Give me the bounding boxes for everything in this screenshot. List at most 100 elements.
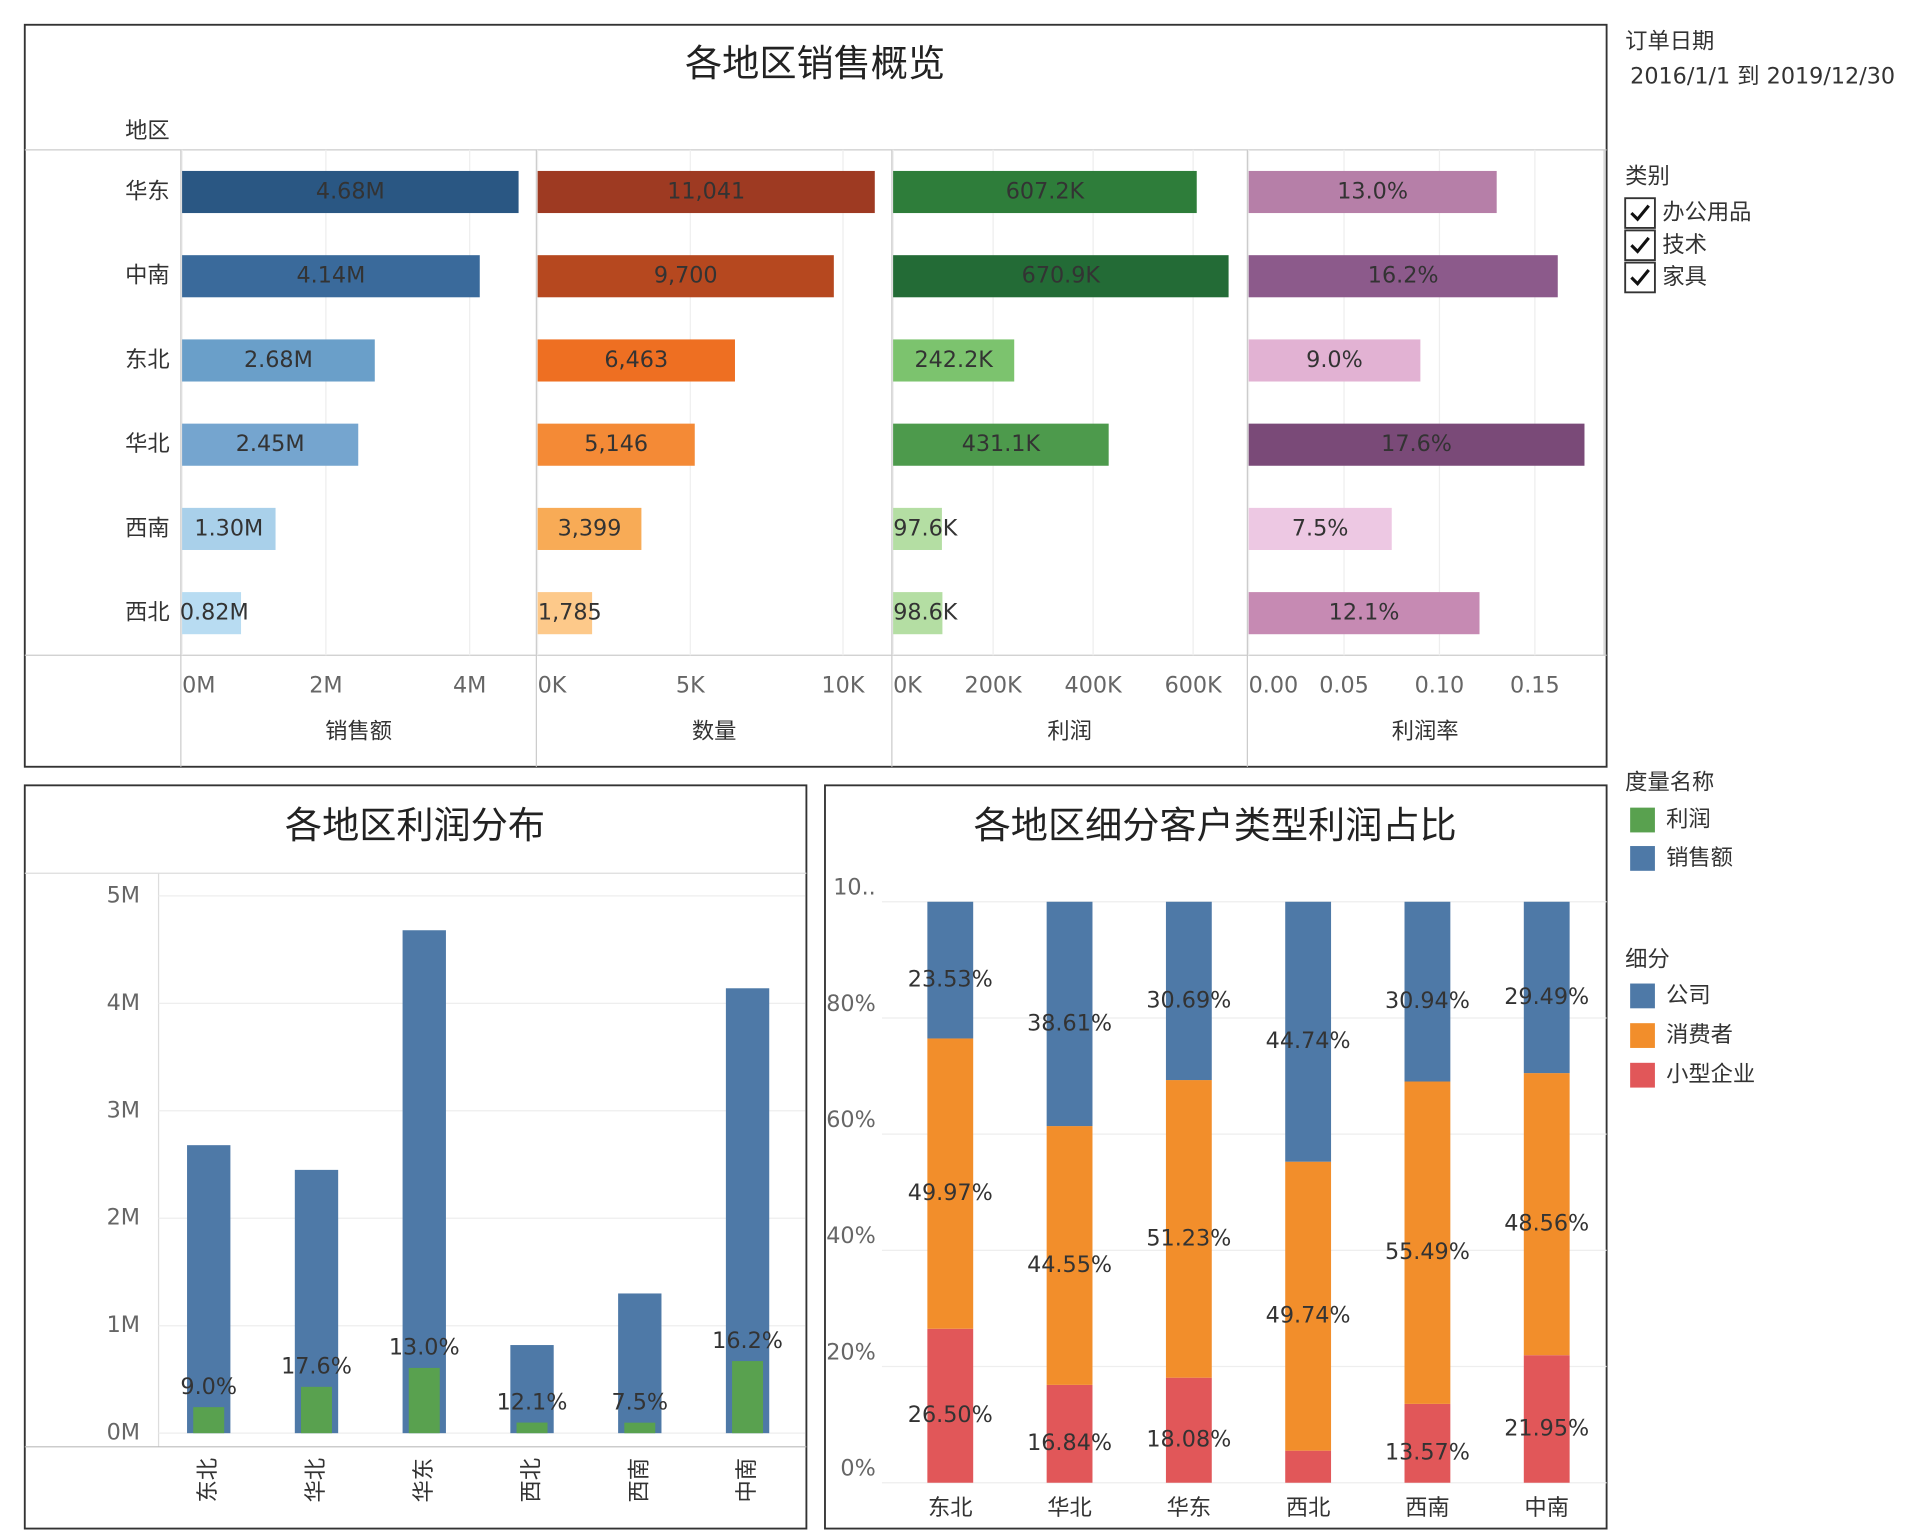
chart-frame <box>824 784 1608 1530</box>
value-label: 7.5% <box>1292 515 1349 541</box>
checkbox[interactable] <box>1624 229 1656 262</box>
row-label: 西北 <box>125 600 170 626</box>
value-label: 13.57% <box>1385 1440 1470 1466</box>
bar-segment <box>1404 1403 1451 1483</box>
x-tick-label: 0.10 <box>1415 673 1465 699</box>
value-label: 18.08% <box>1146 1427 1231 1453</box>
value-label: 16.2% <box>1368 263 1439 289</box>
x-tick-label: 中南 <box>734 1458 760 1503</box>
legend-label: 小型企业 <box>1666 1062 1755 1088</box>
checkbox[interactable] <box>1624 197 1656 229</box>
value-label: 6,463 <box>604 347 668 373</box>
value-label: 3,399 <box>558 515 622 541</box>
x-tick-label: 东北 <box>928 1495 973 1521</box>
x-tick-label: 200K <box>965 673 1024 699</box>
bar <box>893 423 1109 466</box>
checkbox-label[interactable]: 技术 <box>1662 232 1707 258</box>
bar <box>301 1386 332 1434</box>
legend-label: 消费者 <box>1666 1022 1733 1048</box>
bar-segment <box>1523 1073 1570 1356</box>
x-tick-label: 0.05 <box>1319 673 1369 699</box>
y-tick-label: 4M <box>107 990 140 1016</box>
value-label: 0.82M <box>180 600 249 626</box>
bar <box>187 1145 231 1434</box>
bar <box>510 1345 554 1434</box>
value-label: 30.94% <box>1385 988 1470 1014</box>
bar <box>893 339 1015 382</box>
bar <box>537 423 695 466</box>
value-label: 51.23% <box>1146 1225 1231 1251</box>
bar <box>1248 170 1497 214</box>
bar-segment <box>1046 1384 1093 1483</box>
x-tick-label: 东北 <box>195 1458 221 1503</box>
row-label: 华北 <box>125 431 170 457</box>
bar-segment <box>927 901 974 1039</box>
x-tick-label: 西南 <box>626 1458 652 1503</box>
bar-annotation: 12.1% <box>497 1389 568 1415</box>
value-label: 2.68M <box>244 347 313 373</box>
value-label: 44.55% <box>1027 1252 1112 1278</box>
bar <box>618 1293 662 1434</box>
legend-swatch <box>1630 807 1655 833</box>
value-label: 12.1% <box>1329 600 1400 626</box>
filter-title: 订单日期 <box>1625 29 1714 55</box>
bar <box>537 170 875 214</box>
value-label: 607.2K <box>1006 179 1086 205</box>
value-label: 242.2K <box>914 347 994 373</box>
axis-title: 销售额 <box>325 719 392 745</box>
bar <box>182 170 519 214</box>
bar-segment <box>1285 901 1332 1162</box>
bar <box>1248 507 1392 550</box>
x-tick-label: 0M <box>182 673 215 699</box>
value-label: 11,041 <box>667 179 745 205</box>
x-tick-label: 4M <box>453 673 486 699</box>
bar <box>893 592 943 635</box>
legend-swatch <box>1630 1062 1655 1088</box>
x-tick-label: 西南 <box>1405 1495 1450 1521</box>
value-label: 23.53% <box>908 967 993 993</box>
chart-title: 各地区销售概览 <box>685 42 945 85</box>
bar-segment <box>1523 901 1570 1074</box>
y-tick-label: 20% <box>826 1339 876 1365</box>
checkbox[interactable] <box>1624 261 1656 294</box>
value-label: 431.1K <box>962 431 1042 457</box>
axis-title: 利润率 <box>1392 719 1459 745</box>
bar-segment <box>1046 901 1093 1127</box>
x-tick-label: 华东 <box>411 1458 437 1503</box>
value-label: 44.74% <box>1266 1028 1351 1054</box>
bar-segment <box>927 1038 974 1329</box>
x-tick-label: 600K <box>1165 673 1224 699</box>
checkbox-label[interactable]: 家具 <box>1662 264 1707 290</box>
value-label: 4.14M <box>297 263 366 289</box>
bar-annotation: 9.0% <box>180 1374 237 1400</box>
value-label: 4.68M <box>316 179 385 205</box>
checkmark <box>1630 269 1650 286</box>
x-tick-label: 中南 <box>1524 1495 1569 1521</box>
bar-segment <box>1285 1450 1332 1483</box>
checkbox-label[interactable]: 办公用品 <box>1662 200 1751 226</box>
bar-segment <box>1523 1355 1570 1483</box>
bar <box>537 255 834 298</box>
value-label: 9.0% <box>1306 347 1363 373</box>
bar <box>516 1422 548 1434</box>
bar-segment <box>1404 1081 1451 1404</box>
value-label: 13.0% <box>1337 179 1408 205</box>
bar <box>1248 339 1421 382</box>
y-tick-label: 0% <box>840 1456 875 1482</box>
bar-segment <box>1165 1080 1212 1378</box>
filter-title: 类别 <box>1625 164 1670 190</box>
legend-title: 细分 <box>1625 947 1670 973</box>
bar-segment <box>927 1328 974 1483</box>
value-label: 49.97% <box>908 1180 993 1206</box>
bar <box>182 255 480 298</box>
value-label: 98.6K <box>893 600 959 626</box>
checkmark <box>1630 236 1650 254</box>
x-tick-label: 400K <box>1065 673 1124 699</box>
bar-segment <box>1046 1126 1093 1385</box>
bar <box>193 1407 225 1434</box>
y-tick-label: 0M <box>107 1420 140 1446</box>
value-label: 1,785 <box>538 600 602 626</box>
x-tick-label: 5K <box>676 673 706 699</box>
bar <box>537 592 593 635</box>
